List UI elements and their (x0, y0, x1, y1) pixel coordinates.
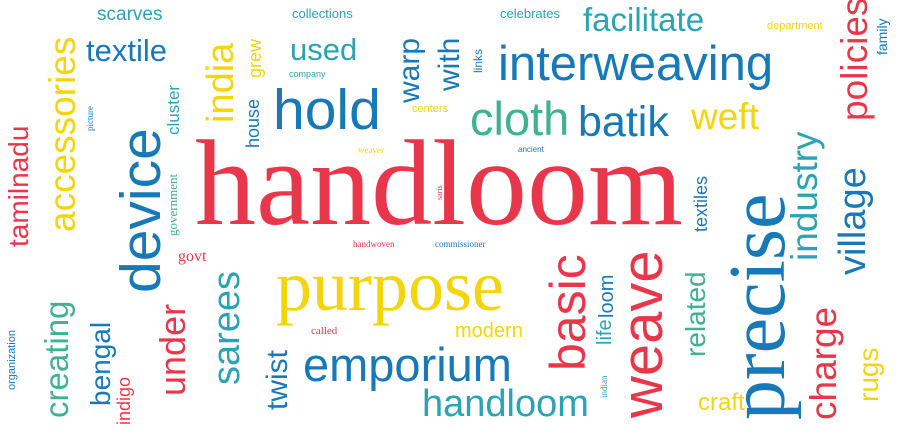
word-loom: loom (596, 274, 618, 318)
word-government: government (165, 173, 180, 236)
word-cluster: cluster (164, 84, 183, 135)
word-accessories: accessories (42, 36, 83, 232)
word-under: under (152, 303, 193, 396)
word-house: house (243, 98, 263, 148)
word-called: called (311, 325, 338, 337)
word-tamilnadu: tamilnadu (3, 125, 34, 247)
word-related: related (680, 271, 711, 357)
word-charge: charge (803, 306, 844, 420)
word-links: links (471, 48, 485, 73)
word-picture: picture (85, 106, 95, 131)
word-organization: organization (6, 330, 18, 390)
word-device: device (109, 128, 173, 293)
word-craft: craft (698, 389, 745, 416)
word-rugs: rugs (853, 347, 884, 402)
word-twist: twist (261, 350, 294, 410)
word-handwoven: handwoven (353, 239, 395, 249)
word-batik: batik (578, 98, 669, 146)
word-textile: textile (86, 33, 167, 68)
word-handloom-small: handloom (422, 383, 589, 425)
word-life: life (594, 319, 616, 345)
word-emporium: emporium (303, 338, 512, 391)
word-handloom-main: handloom (195, 116, 683, 251)
word-ancient: ancient (518, 145, 544, 154)
word-indian: indian (599, 375, 609, 399)
word-with: with (433, 37, 466, 91)
word-village: village (832, 167, 874, 275)
word-basic: basic (540, 254, 596, 371)
word-warp: warp (393, 37, 426, 103)
word-sarees: sarees (206, 270, 248, 385)
word-scarves: scarves (97, 4, 163, 25)
word-india: india (200, 42, 242, 123)
word-saris: saris (435, 185, 444, 200)
word-department: department (767, 20, 823, 32)
word-cloth: cloth (470, 92, 570, 145)
word-grew: grew (245, 38, 265, 78)
word-modern: modern (455, 320, 523, 342)
word-policies: policies (834, 0, 875, 121)
word-bengal: bengal (85, 321, 116, 406)
word-weft: weft (691, 96, 759, 137)
word-family: family (874, 18, 890, 55)
word-interweaving: interweaving (498, 37, 774, 91)
word-centers: centers (412, 103, 449, 115)
word-govt: govt (178, 248, 207, 265)
word-indigo: indigo (114, 376, 134, 425)
word-used: used (290, 32, 358, 67)
word-celebrates: celebrates (500, 6, 560, 21)
word-industry: industry (784, 131, 825, 261)
word-commissioner: commissioner (435, 239, 486, 249)
word-creating: creating (38, 300, 75, 418)
word-weaver: weaver (358, 145, 384, 155)
word-textiles: textiles (691, 175, 711, 232)
word-purpose: purpose (276, 246, 504, 326)
word-hold: hold (273, 78, 381, 142)
word-collections: collections (292, 6, 353, 21)
word-company: company (289, 69, 326, 79)
word-facilitate: facilitate (583, 1, 705, 38)
word-weave: weave (610, 250, 675, 418)
